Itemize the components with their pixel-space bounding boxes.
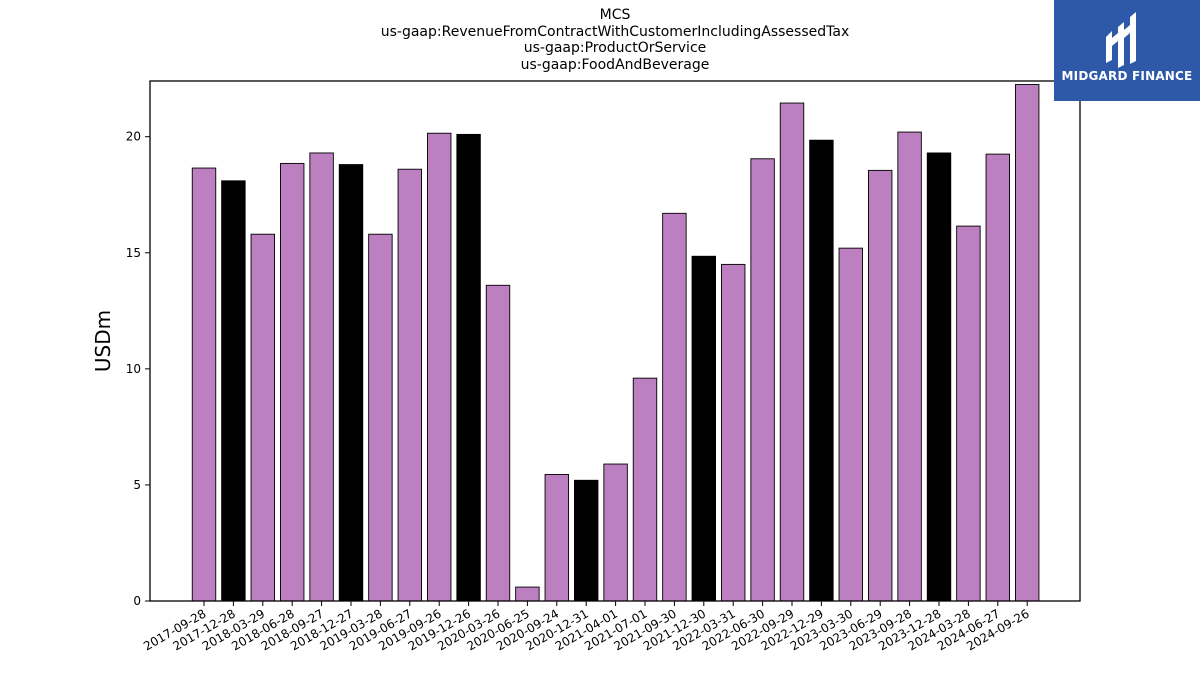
chart-titles: MCS us-gaap:RevenueFromContractWithCusto…	[150, 7, 1080, 73]
bar	[250, 233, 276, 602]
y-tick-label: 5	[133, 478, 141, 492]
bar	[721, 263, 746, 602]
bar	[956, 225, 981, 602]
bar	[368, 233, 393, 602]
bar	[691, 255, 716, 602]
bar	[603, 463, 628, 602]
bar	[838, 247, 863, 602]
y-axis: 0 5 10 15 20	[126, 130, 150, 608]
bars-group	[191, 84, 1040, 602]
y-axis-label: USDm	[91, 310, 115, 372]
midgard-finance-logo: MIDGARD FINANCE	[1054, 0, 1200, 101]
plot-frame	[149, 80, 1081, 602]
bar	[397, 168, 422, 602]
bar	[485, 284, 511, 602]
midgard-logo-icon	[1106, 12, 1136, 68]
bar	[544, 474, 569, 602]
bar	[280, 162, 305, 602]
x-axis: 2017-09-282017-12-282018-03-292018-06-28…	[141, 601, 1032, 653]
chart-subtitle-axis: us-gaap:ProductOrService	[523, 40, 707, 56]
bar	[779, 102, 805, 602]
bar	[456, 133, 481, 602]
bar	[897, 131, 922, 602]
bar	[221, 180, 246, 602]
chart-title: MCS	[599, 7, 631, 23]
bar	[515, 586, 540, 602]
bar	[574, 479, 599, 602]
y-tick-label: 0	[133, 594, 141, 608]
bar	[662, 212, 687, 602]
y-tick-label: 10	[126, 362, 141, 376]
bar	[1015, 84, 1040, 602]
y-tick-label: 15	[126, 246, 141, 260]
bar	[427, 132, 452, 602]
bar	[750, 158, 775, 602]
bar	[985, 153, 1010, 602]
bar	[191, 167, 217, 602]
bar	[309, 152, 334, 602]
bar	[926, 152, 952, 602]
y-tick-label: 20	[126, 130, 141, 144]
chart-subtitle-concept: us-gaap:RevenueFromContractWithCustomerI…	[380, 23, 850, 40]
bar	[632, 377, 658, 602]
chart-subtitle-member: us-gaap:FoodAndBeverage	[520, 56, 710, 73]
logo-text: MIDGARD FINANCE	[1061, 69, 1193, 83]
bar	[338, 164, 364, 602]
bar	[809, 139, 834, 602]
bar	[868, 169, 893, 602]
